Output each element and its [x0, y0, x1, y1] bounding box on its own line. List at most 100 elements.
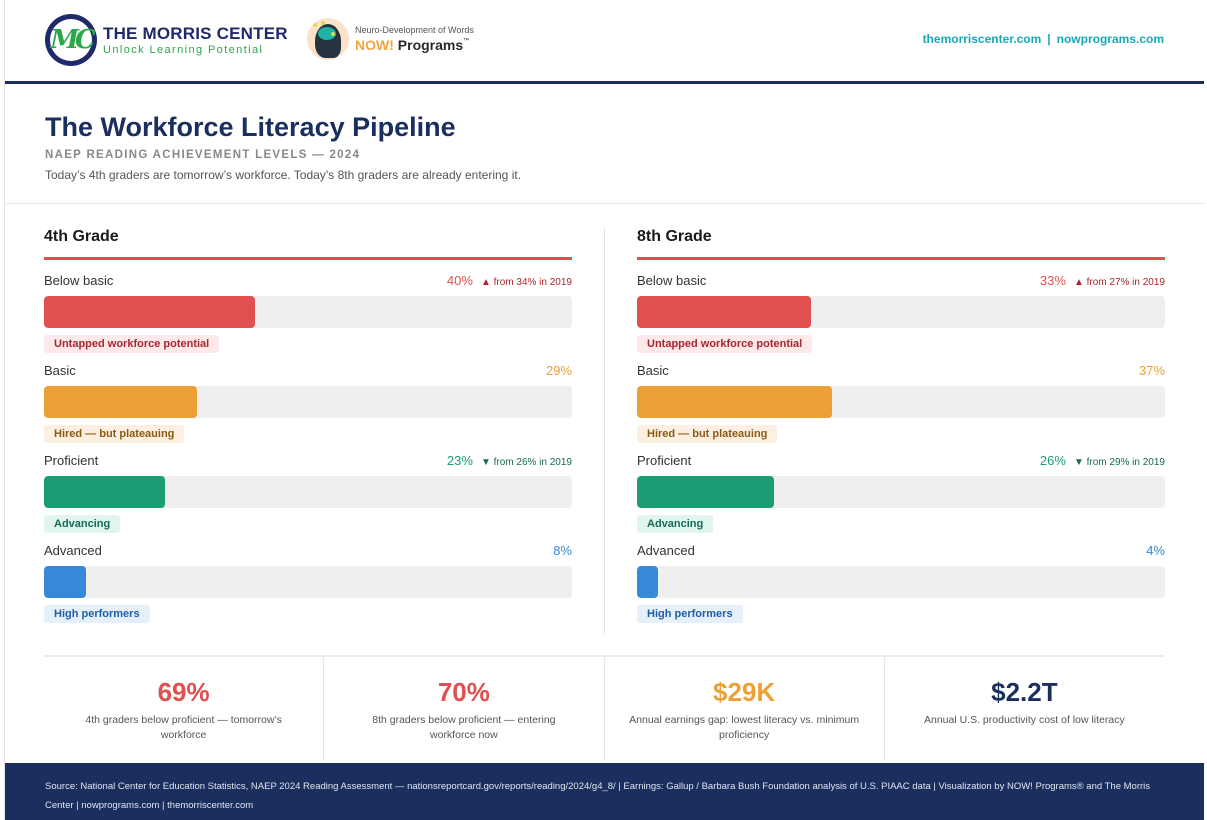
bar-track — [637, 386, 1165, 418]
level-tag: Hired — but plateauing — [44, 425, 185, 443]
link-themorriscenter[interactable]: themorriscenter.com — [922, 32, 1042, 46]
level-percent: 40% — [446, 273, 473, 288]
header-links: themorriscenter.com | nowprograms.com — [923, 32, 1164, 46]
level-values: 33% ▲ from 27% in 2019 — [1040, 273, 1165, 288]
title-block: The Workforce Literacy Pipeline NAEP REA… — [45, 112, 521, 182]
level-values: 26% ▼ from 29% in 2019 — [1040, 453, 1165, 468]
bar-fill-advanced — [44, 566, 87, 598]
morris-logo-title: THE MORRIS CENTER — [103, 23, 288, 43]
grade-rule — [44, 257, 572, 260]
bar-fill-basic — [637, 386, 833, 418]
stat-value: $29K — [713, 677, 776, 707]
stat-value: 70% — [437, 677, 490, 707]
grade-title: 8th Grade — [637, 228, 712, 245]
change-up-indicator: ▲ from 34% in 2019 — [480, 277, 572, 288]
level-values: 4% — [1146, 543, 1165, 558]
stat-label: 8th graders below proficient — entering … — [372, 714, 556, 741]
level-label: Proficient — [637, 453, 692, 468]
bar-fill-below-basic — [44, 296, 256, 328]
now-word: NOW! — [355, 37, 394, 53]
level-row-advanced: Advanced 8% High performers — [44, 543, 572, 633]
morris-mark: MC — [50, 25, 96, 55]
now-programs-logo[interactable]: Neuro-Development of Words NOW! Programs… — [307, 17, 474, 61]
level-header: Below basic 33% ▲ from 27% in 2019 — [637, 273, 1165, 289]
level-percent: 37% — [1138, 363, 1165, 378]
level-label: Below basic — [44, 273, 114, 288]
link-nowprograms[interactable]: nowprograms.com — [1056, 32, 1164, 46]
bar-track — [44, 296, 572, 328]
level-percent: 8% — [553, 543, 572, 558]
now-logo-tagline: Neuro-Development of Words — [355, 25, 474, 35]
level-percent: 26% — [1039, 453, 1066, 468]
bar-track — [637, 476, 1165, 508]
panel-divider — [604, 228, 605, 635]
grade-panel-4th: 4th Grade Below basic 40% ▲ from 34% in 201… — [44, 228, 572, 633]
level-label: Advanced — [637, 543, 695, 558]
header-bar: MC THE MORRIS CENTER Unlock Learning Pot… — [5, 0, 1204, 84]
level-label: Proficient — [44, 453, 99, 468]
stat-card: $29K Annual earnings gap: lowest literac… — [605, 657, 885, 761]
level-tag: High performers — [637, 605, 743, 623]
morris-logo-tagline: Unlock Learning Potential — [103, 43, 264, 56]
bar-track — [637, 566, 1165, 598]
stat-card: $2.2T Annual U.S. productivity cost of l… — [885, 657, 1164, 761]
level-tag: Hired — but plateauing — [637, 425, 778, 443]
level-label: Basic — [44, 363, 76, 378]
page-kicker: NAEP READING ACHIEVEMENT LEVELS — 2024 — [45, 149, 361, 161]
change-down-indicator: ▼ from 26% in 2019 — [480, 457, 572, 468]
now-logo-title: NOW! Programs™ — [355, 38, 474, 52]
bar-track — [637, 296, 1165, 328]
bar-fill-basic — [44, 386, 198, 418]
grade-title: 4th Grade — [44, 228, 119, 245]
bar-track — [44, 476, 572, 508]
grade-panel-8th: 8th Grade Below basic 33% ▲ from 27% in 201… — [637, 228, 1165, 633]
level-values: 40% ▲ from 34% in 2019 — [447, 273, 572, 288]
level-label: Below basic — [637, 273, 707, 288]
stat-card: 70% 8th graders below proficient — enter… — [324, 657, 605, 761]
level-values: 8% — [553, 543, 572, 558]
morris-center-emblem-icon: MC — [45, 14, 97, 66]
level-percent: 23% — [446, 453, 473, 468]
grade-rule — [637, 257, 1165, 260]
programs-word: Programs — [397, 37, 464, 53]
stat-label: Annual U.S. productivity cost of low lit… — [923, 714, 1125, 726]
level-row-proficient: Proficient 23% ▼ from 26% in 2019 Advancing — [44, 453, 572, 543]
page-subtitle: Today’s 4th graders are tomorrow’s workf… — [45, 168, 522, 182]
morris-center-logo[interactable]: MC THE MORRIS CENTER Unlock Learning Pot… — [45, 14, 288, 66]
stat-label: 4th graders below proficient — tomorrow’… — [85, 714, 282, 741]
level-label: Advanced — [44, 543, 102, 558]
level-header: Basic 37% — [637, 363, 1165, 379]
stat-value: $2.2T — [991, 677, 1058, 707]
trademark-symbol: ™ — [463, 38, 470, 44]
level-tag: Untapped workforce potential — [44, 335, 220, 353]
level-header: Proficient 23% ▼ from 26% in 2019 — [44, 453, 572, 469]
bar-fill-below-basic — [637, 296, 812, 328]
level-values: 37% — [1139, 363, 1165, 378]
level-tag: Untapped workforce potential — [637, 335, 813, 353]
footer-text: Source: National Center for Education St… — [45, 781, 1151, 811]
level-tag: Advancing — [637, 515, 714, 533]
source-footer: Source: National Center for Education St… — [5, 763, 1204, 820]
stat-card: 69% 4th graders below proficient — tomor… — [44, 657, 325, 761]
page-title: The Workforce Literacy Pipeline — [45, 112, 456, 142]
level-row-basic: Basic 29% Hired — but plateauing — [44, 363, 572, 453]
level-row-advanced: Advanced 4% High performers — [637, 543, 1165, 633]
level-percent: 4% — [1146, 543, 1165, 558]
level-values: 23% ▼ from 26% in 2019 — [447, 453, 572, 468]
stat-label: Annual earnings gap: lowest literacy vs.… — [629, 714, 860, 741]
level-row-below-basic: Below basic 40% ▲ from 34% in 2019 Untapped… — [44, 273, 572, 363]
change-down-indicator: ▼ from 29% in 2019 — [1073, 457, 1165, 468]
level-row-basic: Basic 37% Hired — but plateauing — [637, 363, 1165, 453]
stats-row: 69% 4th graders below proficient — tomor… — [44, 655, 1164, 761]
level-header: Below basic 40% ▲ from 34% in 2019 — [44, 273, 572, 289]
level-header: Advanced 8% — [44, 543, 572, 559]
title-divider — [5, 203, 1204, 204]
bar-track — [44, 386, 572, 418]
level-tag: High performers — [44, 605, 150, 623]
bar-track — [44, 566, 572, 598]
level-percent: 33% — [1039, 273, 1066, 288]
level-row-below-basic: Below basic 33% ▲ from 27% in 2019 Untapped… — [637, 273, 1165, 363]
bar-fill-proficient — [44, 476, 166, 508]
infographic-page: MC THE MORRIS CENTER Unlock Learning Pot… — [4, 0, 1204, 820]
level-tag: Advancing — [44, 515, 121, 533]
